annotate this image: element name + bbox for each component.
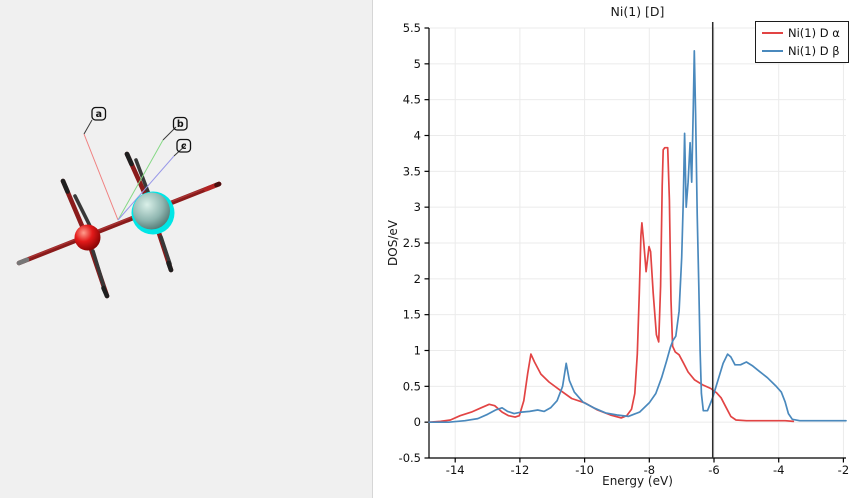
y-tick-label: 3: [414, 200, 421, 214]
x-tick-label: -2: [838, 463, 849, 477]
y-tick-label: 1: [414, 344, 421, 358]
axis-b-label: b: [177, 119, 184, 130]
axis-a-label: a: [96, 109, 102, 120]
y-tick-label: 5: [414, 57, 421, 71]
y-tick-label: 2.5: [403, 236, 421, 250]
axis-c-badge: [176, 138, 192, 153]
x-tick-label: -14: [446, 463, 465, 477]
x-tick-label: -10: [575, 463, 594, 477]
y-tick-label: 5.5: [403, 21, 421, 35]
x-axis-label: Energy (eV): [602, 474, 673, 488]
dos-plot: -14 -12 -10 -8 -6 -4 -2 -0.5 0 0.5 1 1.5 2 2.5 3 3.5 4 4.…: [399, 21, 850, 477]
legend-entry-alpha: Ni(1) D α: [762, 26, 840, 40]
y-tick-label: 1.5: [403, 308, 421, 322]
bond-sticks: [16, 151, 222, 299]
chart-title: Ni(1) [D]: [610, 4, 665, 19]
y-tick-label: -0.5: [399, 451, 421, 465]
y-axis-label: DOS/eV: [386, 220, 400, 266]
y-tick-label: 4.5: [403, 93, 421, 107]
x-tick-label: -12: [511, 463, 530, 477]
legend-label-beta: Ni(1) D β: [788, 44, 840, 58]
dos-chart-panel: -14 -12 -10 -8 -6 -4 -2 -0.5 0 0.5 1 1.5 2 2.5 3 3.5 4 4.…: [372, 0, 863, 498]
selected-atom[interactable]: [133, 192, 170, 230]
alpha-line-swatch: [762, 32, 783, 34]
legend-entry-beta: Ni(1) D β: [762, 44, 840, 58]
beta-line-swatch: [762, 50, 783, 52]
x-tick-label: -4: [773, 463, 784, 477]
axis-b-badge: [172, 116, 188, 131]
red-atom[interactable]: [74, 224, 101, 251]
y-tick-label: 4: [414, 129, 421, 143]
y-tick-label: 2: [414, 272, 421, 286]
axis-badges: a b c: [91, 106, 192, 153]
axis-c-label: c: [181, 141, 187, 152]
y-tick-label: 0.5: [403, 379, 421, 393]
molecule-canvas[interactable]: a b c: [0, 0, 372, 498]
legend-label-alpha: Ni(1) D α: [788, 26, 840, 40]
legend: Ni(1) D α Ni(1) D β: [755, 21, 849, 63]
y-tick-label: 0: [414, 415, 421, 429]
axis-a-badge: [91, 106, 107, 121]
dos-curve-alpha: [428, 146, 795, 424]
structure-viewer[interactable]: a b c: [0, 0, 372, 498]
dos-curve-beta: [428, 50, 847, 424]
x-tick-label: -8: [644, 463, 655, 477]
y-tick-label: 3.5: [403, 164, 421, 178]
x-tick-label: -6: [708, 463, 719, 477]
